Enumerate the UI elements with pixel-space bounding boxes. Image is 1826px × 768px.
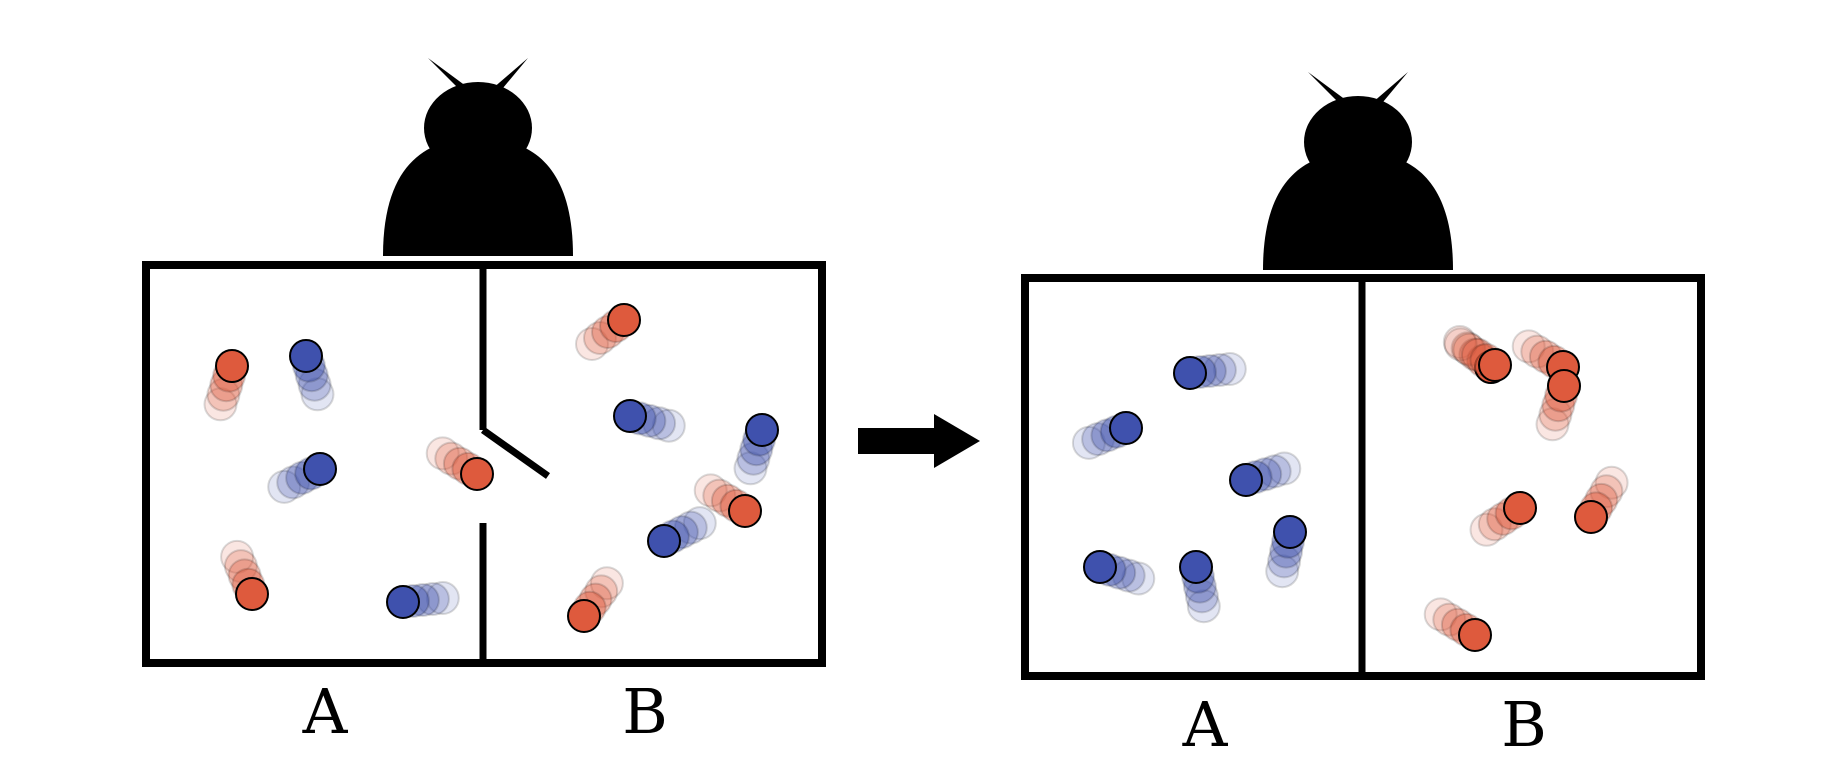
red-particle <box>1574 465 1629 534</box>
red-particle-trail <box>1589 474 1624 509</box>
red-particle-head <box>567 599 601 633</box>
red-particle-trail <box>1432 602 1467 637</box>
red-particle-head <box>1503 491 1537 525</box>
red-particle-trail <box>702 478 737 513</box>
red-particle <box>575 303 641 361</box>
blue-particle-head <box>1229 463 1263 497</box>
partition-wall <box>479 265 551 663</box>
red-particle <box>567 566 624 633</box>
blue-particle-trail <box>267 469 302 504</box>
red-particle-head <box>728 494 762 528</box>
red-particle <box>1535 369 1581 442</box>
blue-particle-trail <box>1071 425 1106 460</box>
red-particle-trail <box>1535 407 1570 442</box>
blue-particle-head <box>647 524 681 558</box>
blue-particle-head <box>303 452 337 486</box>
blue-particle-head <box>386 585 420 619</box>
red-particle-head <box>1458 618 1492 652</box>
red-particle-trail <box>1450 331 1485 366</box>
red-particle-head <box>1547 369 1581 403</box>
blue-particle-trail <box>1265 554 1300 589</box>
red-particle-trail <box>1594 465 1629 500</box>
blue-particle-head <box>1109 411 1143 445</box>
blue-particle <box>1229 451 1302 497</box>
red-particle-trail <box>220 539 255 574</box>
blue-particle-trail <box>276 465 311 500</box>
panel-after: A B <box>1021 72 1705 761</box>
red-particle <box>203 349 249 422</box>
blue-particle-head <box>613 399 647 433</box>
red-particle <box>1469 491 1537 547</box>
red-particle-trail <box>1477 507 1512 542</box>
arrow-right-icon <box>858 414 980 468</box>
panel-before: A B <box>142 58 826 748</box>
red-particle-trail <box>1423 597 1458 632</box>
blue-particle <box>267 452 337 504</box>
red-particle-head <box>1478 348 1512 382</box>
blue-particle-head <box>1083 550 1117 584</box>
chamber-label-b: B <box>1501 688 1547 761</box>
blue-particle-trail <box>1121 561 1156 596</box>
red-particle-trail <box>589 566 624 601</box>
blue-particle <box>1265 515 1307 589</box>
blue-particle-trail <box>673 510 708 545</box>
red-particle-trail <box>583 321 617 355</box>
red-particle-head <box>460 457 494 491</box>
red-particle-trail <box>1520 334 1555 369</box>
red-particle-trail <box>434 441 469 476</box>
red-particle <box>1423 597 1492 652</box>
red-particle-head <box>1574 500 1608 534</box>
blue-particle <box>1083 550 1156 596</box>
blue-particle <box>289 339 335 412</box>
red-particle-trail <box>1469 512 1504 547</box>
blue-particle-trail <box>733 451 768 486</box>
blue-particle <box>613 399 686 443</box>
red-particle-trail <box>693 473 728 508</box>
blue-particle-head <box>289 339 323 373</box>
red-particle <box>220 539 269 611</box>
red-particle <box>425 436 494 491</box>
particles-before <box>203 303 779 633</box>
blue-particle-trail <box>1186 589 1221 624</box>
red-particle-trail <box>575 327 609 361</box>
trapdoor-icon <box>480 427 551 479</box>
blue-particle-trail <box>651 408 686 443</box>
blue-particle-head <box>1179 550 1213 584</box>
red-particle-head <box>235 577 269 611</box>
red-particle-trail <box>1511 329 1546 364</box>
blue-particle <box>1173 352 1247 390</box>
demon-silhouette-icon <box>383 58 573 256</box>
red-particle <box>693 473 762 528</box>
red-particle-trail <box>1443 327 1478 362</box>
blue-particle-trail <box>1212 352 1247 386</box>
red-particle-trail <box>584 574 619 609</box>
blue-particle-head <box>1173 356 1207 390</box>
blue-particle-trail <box>425 581 460 615</box>
red-particle-trail <box>425 436 460 471</box>
red-particle-trail <box>1442 325 1477 359</box>
blue-particle-head <box>745 413 779 447</box>
blue-particle <box>386 581 460 619</box>
red-particle-trail <box>1452 332 1487 367</box>
red-particle-trail <box>203 387 238 422</box>
blue-particle-trail <box>682 506 717 541</box>
chamber-label-a: A <box>302 675 349 748</box>
blue-particle <box>1179 550 1221 624</box>
chamber-label-a: A <box>1182 688 1229 761</box>
chamber-label-b: B <box>622 675 668 748</box>
blue-particle-trail <box>300 377 335 412</box>
demon-silhouette-icon <box>1263 72 1453 270</box>
red-particle-head <box>215 349 249 383</box>
blue-particle <box>647 506 717 558</box>
blue-particle <box>733 413 779 486</box>
blue-particle <box>1071 411 1143 460</box>
red-particle-head <box>607 303 641 337</box>
particles-after <box>1071 325 1629 652</box>
red-particle <box>1443 327 1512 382</box>
blue-particle-head <box>1273 515 1307 549</box>
blue-particle-trail <box>1267 451 1302 486</box>
